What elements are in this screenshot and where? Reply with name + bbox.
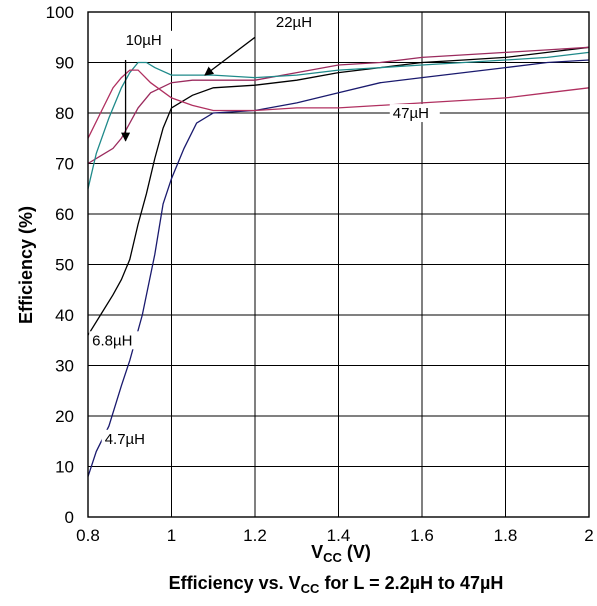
x-tick-label: 1	[167, 526, 176, 545]
y-tick-label: 0	[65, 508, 74, 527]
annotation-label: 4.7µH	[105, 431, 145, 448]
y-tick-label: 60	[55, 205, 74, 224]
caption-part-b: for L = 2.2µH to 47µH	[319, 573, 503, 593]
y-tick-label: 40	[55, 306, 74, 325]
x-tick-label: 1.6	[410, 526, 434, 545]
annotation-bg	[122, 30, 173, 49]
x-tick-label: 0.8	[76, 526, 100, 545]
plot-frame	[87, 11, 590, 518]
x-tick-label: 2	[584, 526, 593, 545]
x-tick-label: 1.4	[327, 526, 351, 545]
annotation-bg	[101, 429, 152, 448]
series-line-5	[87, 69, 590, 139]
annotation-label: 6.8µH	[92, 332, 132, 349]
x-tick-labels: 0.8 1 1.2 1.4 1.6 1.8 2	[76, 526, 594, 545]
series-line-2	[87, 46, 590, 336]
y-tick-label: 20	[55, 407, 74, 426]
caption-part-a: Efficiency vs. V	[169, 573, 301, 593]
y-axis-title: Efficiency (%)	[16, 206, 36, 324]
annotations: 10µH 22µH 47µH 6.8µH 4.7µH	[89, 13, 440, 448]
annotation-label: 22µH	[276, 14, 312, 31]
series-line-4	[87, 51, 590, 189]
series-line-1	[87, 59, 590, 477]
annotation-arrow	[204, 36, 256, 76]
y-tick-label: 100	[46, 3, 74, 22]
x-axis-title: VCC (V)	[311, 542, 371, 565]
annotation-bg	[272, 13, 323, 32]
grid-lines	[87, 11, 590, 518]
chart-caption: Efficiency vs. VCC for L = 2.2µH to 47µH	[169, 573, 504, 596]
x-tick-label: 1.2	[243, 526, 267, 545]
annotation-label: 10µH	[126, 32, 162, 49]
y-tick-labels: 0 10 20 30 40 50 60 70 80 90 100	[46, 3, 74, 527]
annotation-bg	[389, 104, 440, 123]
y-tick-label: 80	[55, 104, 74, 123]
annotation-label: 47µH	[393, 105, 429, 122]
x-axis-title-sub: CC	[323, 550, 342, 565]
x-axis-title-main: V	[311, 542, 323, 562]
y-tick-label: 50	[55, 256, 74, 275]
caption-sub: CC	[301, 581, 320, 596]
annotation-bg	[89, 331, 140, 350]
y-tick-label: 90	[55, 54, 74, 73]
x-tick-label: 1.8	[494, 526, 518, 545]
y-tick-label: 10	[55, 458, 74, 477]
x-axis-title-rest: (V)	[342, 542, 371, 562]
y-tick-label: 70	[55, 155, 74, 174]
y-tick-label: 30	[55, 357, 74, 376]
